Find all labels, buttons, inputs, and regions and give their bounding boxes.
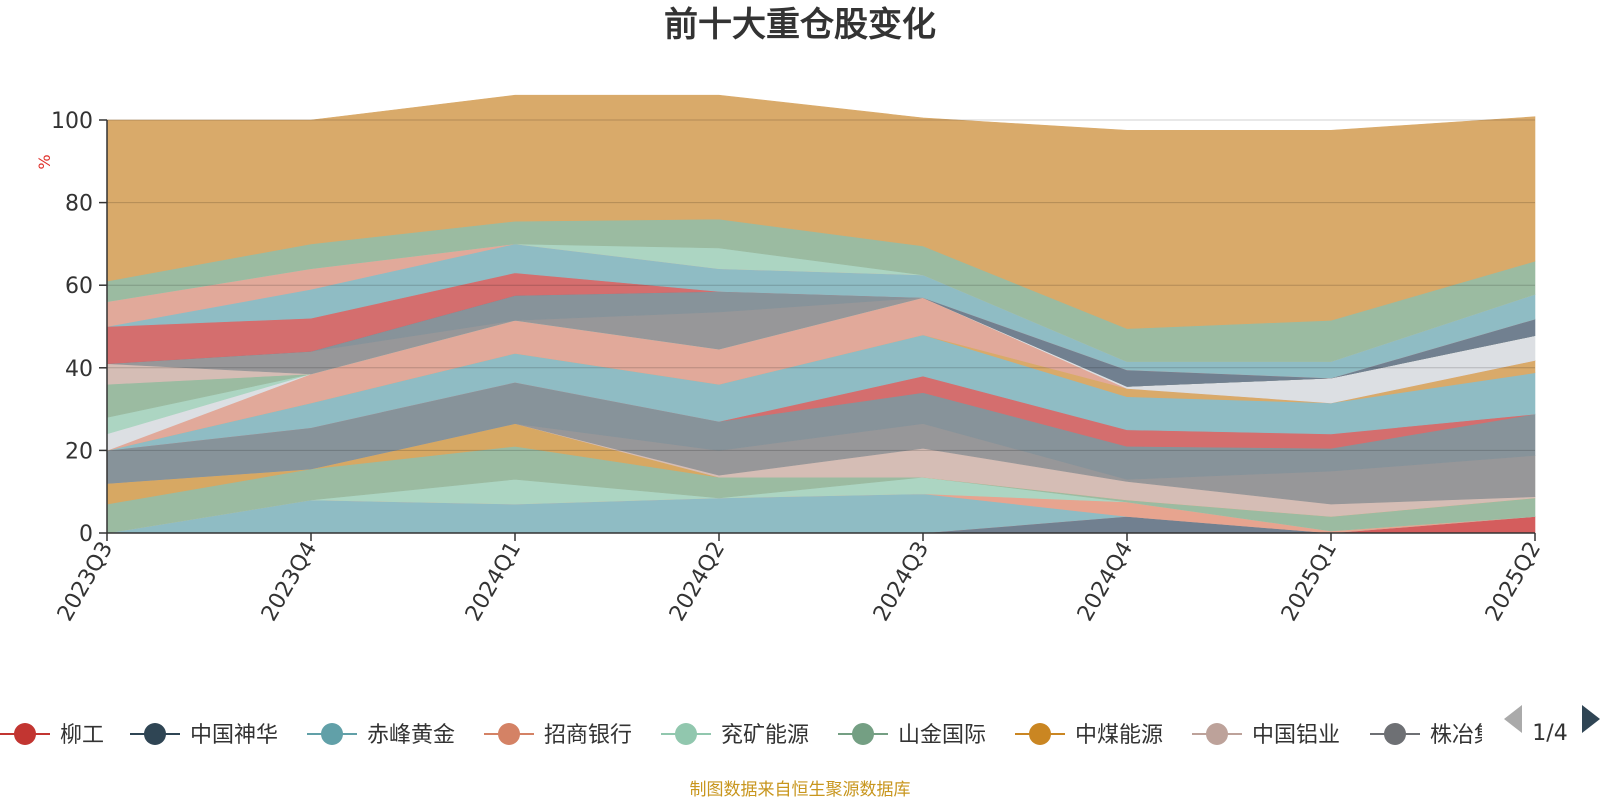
legend-pager[interactable]: 1/4 [1504, 705, 1600, 746]
legend-item[interactable]: 招商银行 [484, 723, 632, 748]
legend-marker-icon [1206, 723, 1228, 745]
area-layers [106, 94, 1536, 534]
legend-item[interactable]: 赤峰黄金 [307, 723, 455, 748]
legend-item[interactable]: 中煤能源 [1015, 723, 1163, 748]
legend-label: 中国铝业 [1252, 723, 1340, 748]
legend-marker-icon [144, 723, 166, 745]
source-note: 制图数据来自恒生聚源数据库 [690, 780, 911, 800]
legend-marker-icon [498, 723, 520, 745]
x-tick-label: 2024Q2 [665, 538, 730, 626]
area-layer-27 [106, 94, 1536, 329]
legend-marker-icon [675, 723, 697, 745]
legend-item[interactable]: 株冶集 [1370, 723, 1496, 748]
legend-item[interactable]: 柳工 [0, 723, 104, 748]
x-tick-label: 2023Q4 [257, 538, 322, 626]
legend-marker-icon [321, 723, 343, 745]
y-tick-label: 80 [65, 192, 93, 217]
legend-prev-icon[interactable] [1504, 705, 1522, 733]
x-tick-label: 2025Q2 [1481, 538, 1546, 626]
legend-label: 赤峰黄金 [367, 723, 455, 748]
chart-title: 前十大重仓股变化 [664, 5, 936, 45]
legend-label: 中煤能源 [1075, 723, 1163, 748]
x-tick-label: 2023Q3 [53, 538, 118, 626]
legend-item[interactable]: 山金国际 [838, 723, 986, 748]
y-tick-label: 20 [65, 439, 93, 464]
legend-marker-icon [14, 723, 36, 745]
legend-label: 株冶集 [1430, 723, 1496, 748]
legend-label: 中国神华 [190, 723, 278, 748]
legend-label: 山金国际 [898, 723, 986, 748]
legend-marker-icon [1384, 723, 1406, 745]
legend-item[interactable]: 兖矿能源 [661, 723, 809, 748]
y-tick-label: 0 [79, 522, 93, 547]
y-axis-unit: % [35, 154, 54, 169]
legend-item[interactable]: 中国铝业 [1192, 723, 1340, 748]
y-tick-labels: 0 20 40 60 80 100 [51, 109, 93, 547]
legend-page-indicator: 1/4 [1532, 721, 1567, 746]
legend[interactable]: 柳工 中国神华 赤峰黄金 招商银行 兖矿能源 山金国际 中煤能源 中国铝业 株冶集 [0, 723, 1496, 748]
x-tick-label: 2025Q1 [1277, 538, 1342, 626]
legend-marker-icon [852, 723, 874, 745]
legend-next-icon[interactable] [1582, 705, 1600, 733]
axes [106, 120, 1536, 541]
legend-label: 柳工 [60, 723, 104, 748]
x-tick-label: 2024Q3 [869, 538, 934, 626]
grid-lines [99, 119, 1535, 534]
y-tick-label: 100 [51, 109, 93, 134]
legend-label: 兖矿能源 [721, 723, 809, 748]
legend-item[interactable]: 中国神华 [130, 723, 278, 748]
legend-label: 招商银行 [544, 723, 632, 748]
y-tick-label: 40 [65, 357, 93, 382]
x-tick-labels: 2023Q3 2023Q4 2024Q1 2024Q2 2024Q3 2024Q4 2025… [53, 538, 1546, 626]
y-tick-label: 60 [65, 274, 93, 299]
x-tick-label: 2024Q4 [1073, 538, 1138, 626]
legend-marker-icon [1029, 723, 1051, 745]
x-tick-label: 2024Q1 [461, 538, 526, 626]
